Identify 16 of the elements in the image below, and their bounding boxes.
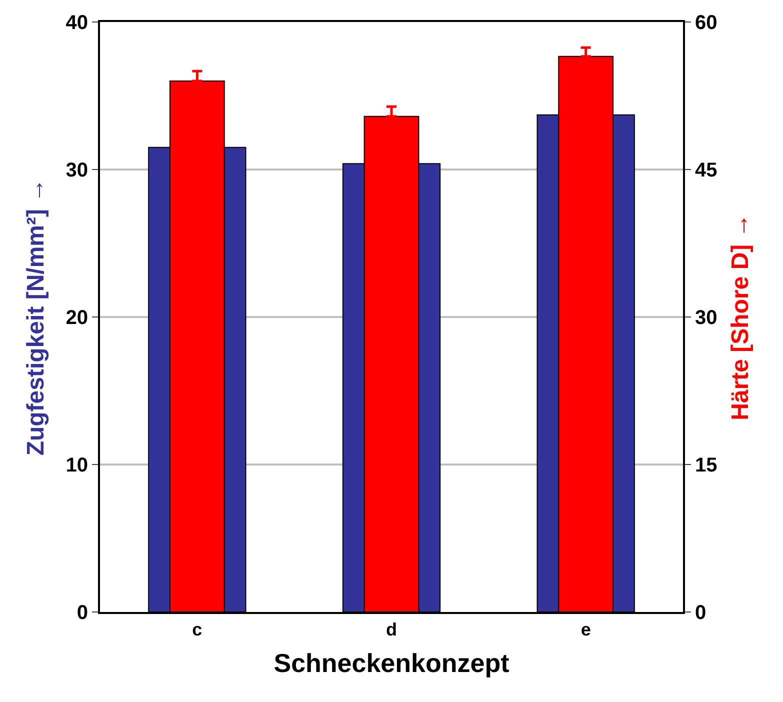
- x-tick-label: e: [580, 620, 591, 640]
- y2-axis-title: Härte [Shore D] →: [727, 214, 754, 420]
- y-tick-label: 10: [66, 454, 88, 476]
- y2-tick-label: 30: [695, 307, 718, 329]
- y-tick-label: 20: [66, 307, 88, 329]
- y-tick-label: 0: [76, 602, 88, 624]
- x-tick-label: c: [192, 620, 202, 640]
- y-tick-label: 40: [66, 12, 88, 34]
- y-axis-title: Zugfestigkeit [N/mm²] →: [22, 178, 50, 456]
- x-axis-title: Schneckenkonzept: [274, 648, 510, 678]
- y2-tick-label: 0: [695, 602, 706, 624]
- y2-tick-label: 45: [695, 160, 718, 182]
- y2-tick-label: 60: [695, 12, 718, 34]
- x-tick-label: d: [386, 620, 397, 640]
- y-tick-label: 30: [66, 160, 88, 182]
- y2-tick-label: 15: [695, 454, 718, 476]
